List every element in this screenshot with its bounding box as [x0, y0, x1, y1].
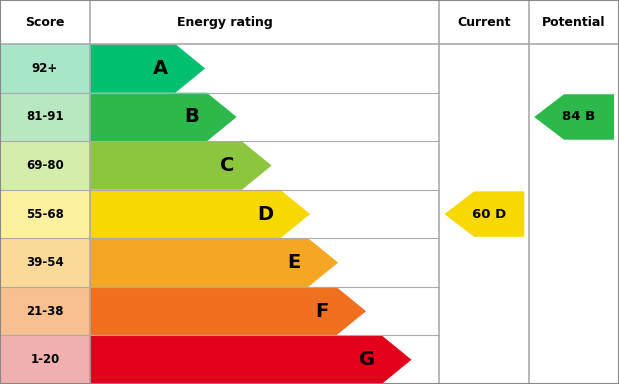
- Text: 1-20: 1-20: [30, 353, 59, 366]
- Polygon shape: [90, 238, 338, 287]
- Text: 55-68: 55-68: [26, 208, 64, 220]
- Bar: [0, 238, 90, 287]
- Text: 92+: 92+: [32, 62, 58, 75]
- Text: B: B: [184, 108, 199, 126]
- Bar: [0, 93, 90, 141]
- Polygon shape: [534, 94, 614, 140]
- Text: 39-54: 39-54: [26, 256, 64, 269]
- Bar: [0, 190, 90, 238]
- Text: Current: Current: [457, 16, 511, 28]
- Text: C: C: [220, 156, 234, 175]
- Bar: [0, 141, 90, 190]
- Text: 84 B: 84 B: [562, 111, 595, 124]
- Text: 81-91: 81-91: [26, 111, 64, 124]
- Text: D: D: [258, 205, 274, 223]
- Polygon shape: [444, 191, 524, 237]
- Polygon shape: [90, 44, 205, 93]
- Text: 60 D: 60 D: [472, 208, 506, 220]
- Text: 21-38: 21-38: [26, 305, 64, 318]
- Text: Potential: Potential: [542, 16, 606, 28]
- Text: F: F: [315, 302, 328, 321]
- Polygon shape: [90, 190, 310, 238]
- Polygon shape: [90, 93, 236, 141]
- Polygon shape: [90, 336, 412, 384]
- Text: Score: Score: [25, 16, 64, 28]
- Text: 69-80: 69-80: [26, 159, 64, 172]
- Polygon shape: [90, 141, 272, 190]
- Text: G: G: [359, 350, 375, 369]
- Text: Energy rating: Energy rating: [177, 16, 273, 28]
- Text: E: E: [287, 253, 300, 272]
- Bar: [0, 44, 90, 93]
- Bar: [0, 287, 90, 336]
- Polygon shape: [90, 287, 366, 336]
- Bar: [0, 336, 90, 384]
- Bar: [0, 0, 619, 44]
- Text: A: A: [153, 59, 168, 78]
